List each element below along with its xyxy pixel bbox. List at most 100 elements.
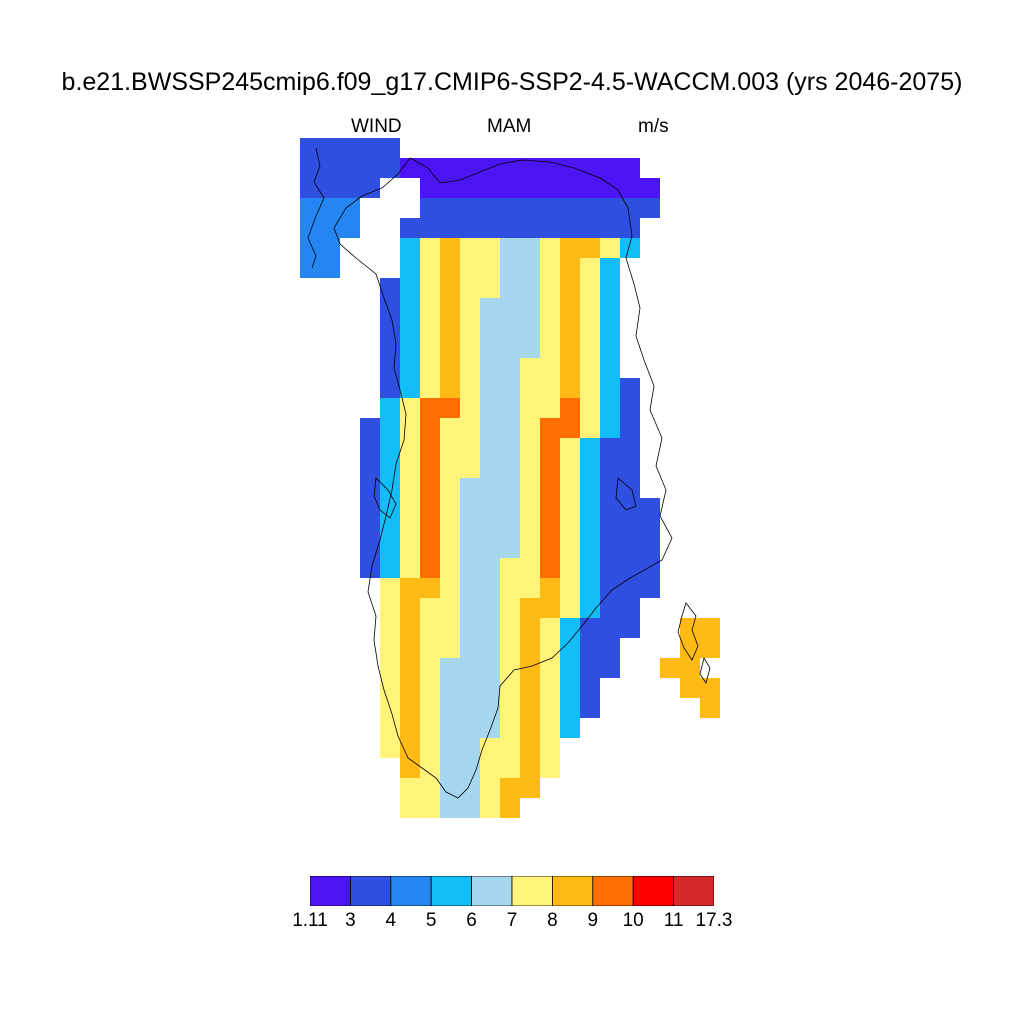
map-cell bbox=[480, 678, 500, 698]
map-cell bbox=[640, 518, 660, 538]
map-cell bbox=[380, 678, 400, 698]
map-cell bbox=[420, 198, 440, 218]
map-cell bbox=[480, 538, 500, 558]
map-cell bbox=[400, 318, 420, 338]
map-cell bbox=[480, 478, 500, 498]
map-cell bbox=[480, 778, 500, 798]
map-cell bbox=[640, 178, 660, 198]
map-cell bbox=[460, 438, 480, 458]
map-cell bbox=[360, 158, 380, 178]
map-cell bbox=[400, 658, 420, 678]
map-cell bbox=[380, 378, 400, 398]
map-cell bbox=[440, 538, 460, 558]
map-cell bbox=[420, 238, 440, 258]
map-cell bbox=[400, 458, 420, 478]
map-cell bbox=[500, 778, 520, 798]
colorbar bbox=[310, 876, 714, 906]
map-cell bbox=[320, 138, 340, 158]
map-cell bbox=[360, 498, 380, 518]
map-cell bbox=[460, 458, 480, 478]
map-cell bbox=[460, 418, 480, 438]
map-cell bbox=[420, 298, 440, 318]
map-cell bbox=[380, 418, 400, 438]
map-cell bbox=[380, 558, 400, 578]
colorbar-swatch bbox=[430, 876, 472, 906]
map-cell bbox=[520, 178, 540, 198]
map-cell bbox=[440, 298, 460, 318]
map-cell bbox=[420, 538, 440, 558]
map-cell bbox=[600, 258, 620, 278]
map-cell bbox=[400, 478, 420, 498]
map-cell bbox=[540, 478, 560, 498]
map-cell bbox=[700, 618, 720, 638]
map-cell bbox=[540, 718, 560, 738]
map-cell bbox=[540, 578, 560, 598]
map-cell bbox=[380, 478, 400, 498]
variable-label: WIND bbox=[351, 116, 402, 137]
map-cell bbox=[580, 318, 600, 338]
map-cell bbox=[420, 378, 440, 398]
map-cell bbox=[500, 658, 520, 678]
map-cell bbox=[580, 178, 600, 198]
map-cell bbox=[580, 538, 600, 558]
map-cell bbox=[400, 638, 420, 658]
map-cell bbox=[440, 258, 460, 278]
map-cell bbox=[420, 758, 440, 778]
map-cell bbox=[560, 218, 580, 238]
map-cell bbox=[400, 618, 420, 638]
map-cell bbox=[500, 238, 520, 258]
map-cell bbox=[400, 218, 420, 238]
map-cell bbox=[400, 298, 420, 318]
map-cell bbox=[420, 518, 440, 538]
map-cell bbox=[560, 558, 580, 578]
map-cell bbox=[480, 358, 500, 378]
map-cell bbox=[500, 438, 520, 458]
map-cell bbox=[420, 558, 440, 578]
map-cell bbox=[560, 658, 580, 678]
wind-speed-map bbox=[300, 138, 720, 818]
colorbar-swatch bbox=[511, 876, 553, 906]
map-cell bbox=[400, 338, 420, 358]
map-cell bbox=[500, 618, 520, 638]
map-cell bbox=[400, 778, 420, 798]
map-cell bbox=[620, 458, 640, 478]
map-cell bbox=[580, 278, 600, 298]
colorbar-tick-label: 4 bbox=[385, 910, 397, 931]
map-cell bbox=[420, 778, 440, 798]
map-cell bbox=[520, 618, 540, 638]
map-cell bbox=[520, 638, 540, 658]
map-cell bbox=[400, 538, 420, 558]
map-cell bbox=[500, 518, 520, 538]
map-cell bbox=[420, 258, 440, 278]
map-cell bbox=[520, 478, 540, 498]
map-cell bbox=[540, 318, 560, 338]
map-cell bbox=[520, 418, 540, 438]
map-cell bbox=[480, 218, 500, 238]
map-cell bbox=[560, 158, 580, 178]
map-cell bbox=[320, 178, 340, 198]
map-cell bbox=[520, 518, 540, 538]
map-cell bbox=[560, 538, 580, 558]
map-cell bbox=[300, 178, 320, 198]
map-cell bbox=[600, 618, 620, 638]
map-cell bbox=[540, 458, 560, 478]
map-cell bbox=[420, 398, 440, 418]
map-cell bbox=[620, 398, 640, 418]
map-cell bbox=[400, 678, 420, 698]
map-cell bbox=[500, 198, 520, 218]
map-cell bbox=[480, 378, 500, 398]
season-label: MAM bbox=[487, 116, 532, 137]
map-cell bbox=[420, 358, 440, 378]
map-cell bbox=[600, 458, 620, 478]
map-cell bbox=[600, 538, 620, 558]
map-cell bbox=[380, 538, 400, 558]
map-cell bbox=[560, 318, 580, 338]
map-cell bbox=[560, 278, 580, 298]
map-cell bbox=[480, 178, 500, 198]
map-cell bbox=[400, 498, 420, 518]
map-cell bbox=[560, 678, 580, 698]
colorbar-tick-label: 7 bbox=[506, 910, 518, 931]
map-cell bbox=[520, 678, 540, 698]
map-cell bbox=[480, 518, 500, 538]
map-cell bbox=[580, 338, 600, 358]
